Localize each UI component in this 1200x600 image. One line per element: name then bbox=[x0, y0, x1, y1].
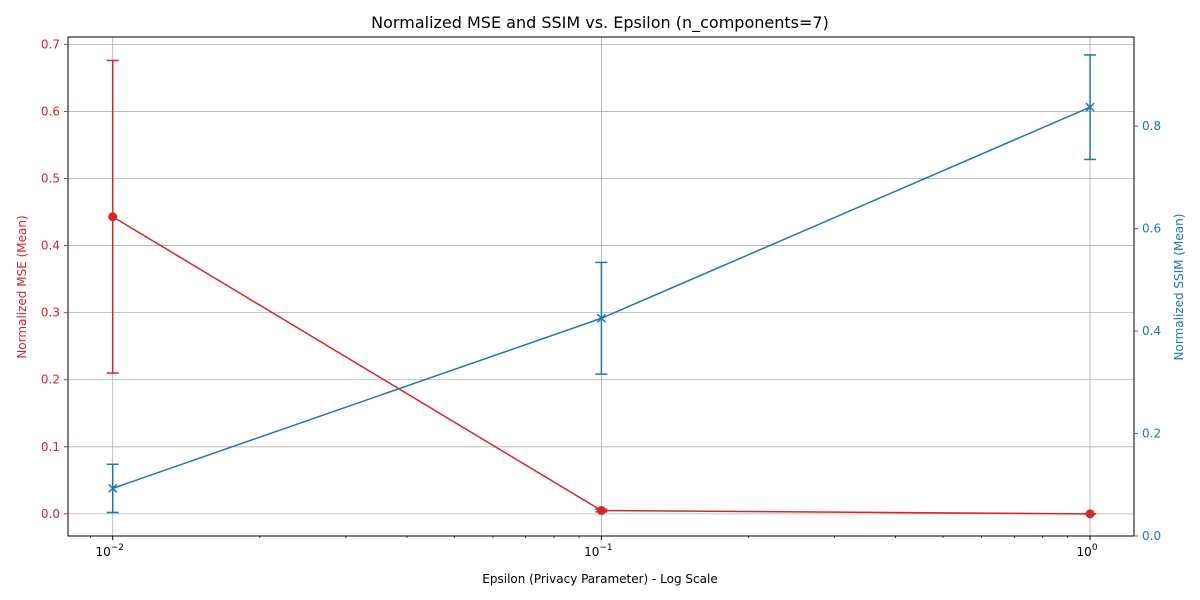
ssim-point-stroke bbox=[596, 313, 606, 323]
ssim-point bbox=[1085, 102, 1095, 112]
y-left-tick-label: 0.4 bbox=[41, 239, 60, 253]
y-axis-right: 0.0 0.2 0.4 0.6 0.8 bbox=[1134, 119, 1161, 543]
ssim-point-stroke bbox=[108, 483, 118, 493]
y-left-tick-label: 0.5 bbox=[41, 172, 60, 186]
chart-title: Normalized MSE and SSIM vs. Epsilon (n_c… bbox=[371, 13, 829, 33]
y-left-tick-label: 0.0 bbox=[41, 507, 60, 521]
x-tick-label: 100 bbox=[1077, 543, 1098, 559]
y-right-axis-label: Normalized SSIM (Mean) bbox=[1172, 214, 1186, 361]
y-right-tick-label: 0.0 bbox=[1142, 529, 1161, 543]
y-left-tick-label: 0.7 bbox=[41, 37, 60, 51]
y-left-tick-label: 0.1 bbox=[41, 440, 60, 454]
x-axis-label: Epsilon (Privacy Parameter) - Log Scale bbox=[482, 572, 717, 586]
y-right-tick-label: 0.2 bbox=[1142, 427, 1161, 441]
mse-point bbox=[108, 212, 118, 222]
y-right-tick-label: 0.4 bbox=[1142, 324, 1161, 338]
y-left-tick-label: 0.3 bbox=[41, 306, 60, 320]
ssim-point-stroke bbox=[1085, 102, 1095, 112]
y-left-axis-label: Normalized MSE (Mean) bbox=[15, 215, 29, 358]
ssim-point bbox=[596, 313, 606, 323]
x-axis: 10−2 10−1 100 bbox=[89, 536, 1098, 559]
x-tick-label: 10−2 bbox=[95, 543, 124, 559]
y-axis-left: 0.0 0.1 0.2 0.3 0.4 0.5 0.6 0.7 bbox=[41, 37, 68, 521]
y-right-tick-label: 0.6 bbox=[1142, 222, 1161, 236]
plot-area bbox=[106, 54, 1097, 519]
y-left-tick-label: 0.2 bbox=[41, 373, 60, 387]
mse-point bbox=[596, 506, 606, 516]
ssim-point bbox=[108, 483, 118, 493]
mse-point bbox=[1085, 509, 1095, 519]
x-tick-label: 10−1 bbox=[584, 543, 613, 559]
y-left-tick-label: 0.6 bbox=[41, 104, 60, 118]
y-right-tick-label: 0.8 bbox=[1142, 119, 1161, 133]
